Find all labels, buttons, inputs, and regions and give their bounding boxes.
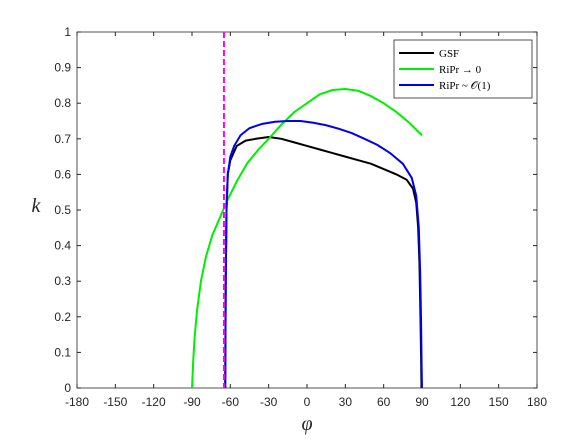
x-tick-label: 180 (527, 395, 547, 409)
x-tick-label: 30 (339, 395, 353, 409)
y-axis-label: k (32, 195, 42, 217)
x-tick-label: -30 (260, 395, 278, 409)
y-tick-label: 0.5 (54, 203, 71, 217)
y-tick-label: 0 (64, 381, 71, 395)
y-tick-label: 0.4 (54, 239, 71, 253)
x-tick-label: 150 (489, 395, 509, 409)
x-tick-label: -180 (65, 395, 89, 409)
legend-label: GSF (439, 48, 459, 60)
y-tick-label: 0.3 (54, 274, 71, 288)
legend-label: RiPr → 0 (439, 64, 482, 76)
x-tick-label: -60 (222, 395, 240, 409)
y-tick-label: 0.9 (54, 61, 71, 75)
x-tick-label: 60 (377, 395, 391, 409)
legend-label: RiPr ~ 𝒪(1) (439, 80, 491, 92)
x-tick-label: 120 (450, 395, 470, 409)
y-tick-label: 0.8 (54, 96, 71, 110)
y-tick-label: 0.2 (54, 310, 71, 324)
x-tick-label: -150 (103, 395, 127, 409)
y-tick-label: 1 (64, 25, 71, 39)
y-tick-label: 0.6 (54, 167, 71, 181)
x-tick-label: -90 (183, 395, 201, 409)
x-axis-label: φ (301, 413, 312, 435)
x-tick-label: 0 (304, 395, 311, 409)
y-tick-label: 0.1 (54, 345, 71, 359)
series-line (224, 120, 423, 389)
x-tick-label: 90 (415, 395, 429, 409)
series-line (191, 87, 423, 389)
x-tick-label: -120 (142, 395, 166, 409)
y-tick-label: 0.7 (54, 132, 71, 146)
